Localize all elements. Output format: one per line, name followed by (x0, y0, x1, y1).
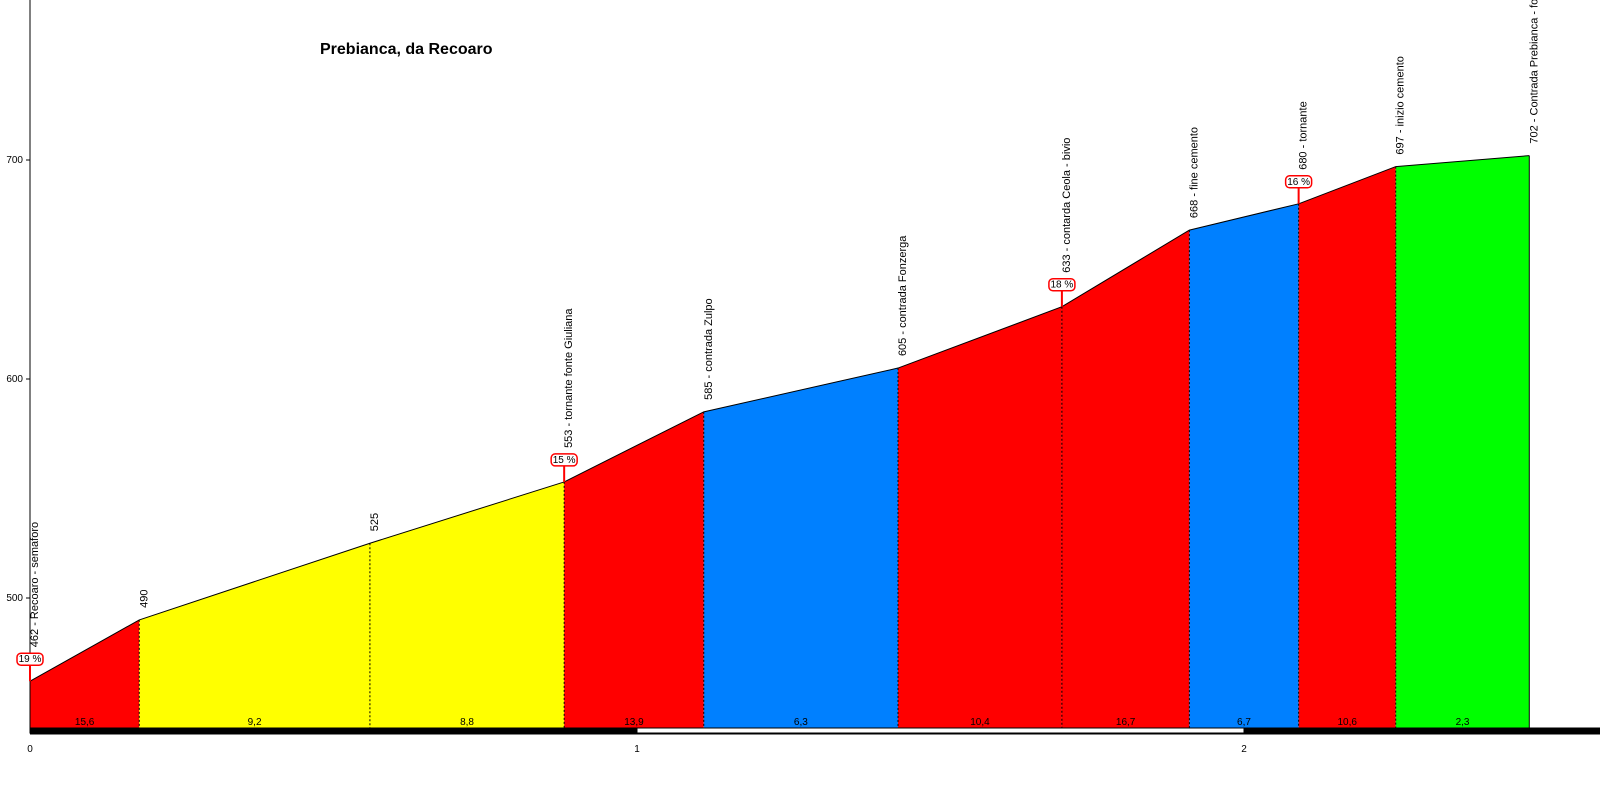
badge-box (16, 652, 44, 666)
waypoint-label: 680 - tornante (1298, 101, 1310, 170)
segment-gradient-label: 10,4 (970, 717, 990, 728)
segment-gradient-labels: 15,6 9,2 8,8 13,9 6,3 10,4 16,7 6,7 10,6 2,3 (75, 717, 1470, 728)
badge-box (550, 453, 578, 467)
waypoint-label: 553 - tornante fonte Giuliana (563, 308, 575, 448)
segment-dividers (29, 155, 1530, 728)
segment-area (703, 368, 899, 728)
waypoint-label: 490 (138, 590, 150, 608)
segment-area (1395, 155, 1530, 728)
profile-line-group (29, 155, 1530, 682)
segment-area (30, 619, 140, 728)
badge-label: 15 % (553, 455, 576, 466)
x-tick-label: 1 (634, 744, 640, 755)
distance-bar-block (636, 727, 1245, 734)
badge-box (1284, 175, 1313, 189)
waypoint-label: 605 - contrada Fonzerga (897, 235, 909, 356)
segment-area (898, 306, 1062, 728)
distance-bar (29, 727, 1600, 735)
segment-gradient-label: 15,6 (75, 717, 95, 728)
y-tick-label: 700 (6, 155, 23, 166)
segment-area (1298, 166, 1396, 728)
x-ticks: 0 1 2 (27, 744, 1247, 755)
segment-gradient-label: 16,7 (1116, 717, 1136, 728)
segment-gradient-label: 8,8 (460, 717, 474, 728)
waypoint-label: 697 - inizio cemento (1395, 56, 1407, 154)
max-gradient-badges: 19 % 15 % 18 % 16 % (16, 175, 1313, 682)
waypoint-label: 462 - Recoaro - semaforo (29, 522, 41, 647)
distance-bar-block (29, 727, 638, 734)
waypoint-label: 633 - contarda Ceola - bivio (1061, 138, 1073, 273)
segment-gradient-label: 9,2 (248, 717, 262, 728)
x-tick-label: 2 (1241, 744, 1247, 755)
badge-label: 18 % (1051, 280, 1074, 291)
segment-gradient-label: 2,3 (1456, 717, 1470, 728)
y-ticks: 500 600 700 (6, 155, 30, 604)
segment-gradient-label: 6,3 (794, 717, 808, 728)
waypoint-label: 525 (369, 513, 381, 531)
segment-areas (30, 155, 1530, 729)
segment-area (369, 481, 565, 728)
segment-area (1061, 230, 1190, 728)
chart-title: Prebianca, da Recoaro (320, 41, 493, 58)
badge-box (1048, 277, 1076, 292)
distance-bar-block (1243, 727, 1600, 734)
segment-area (564, 411, 704, 728)
segment-area (139, 543, 370, 728)
segment-gradient-label: 10,6 (1337, 717, 1357, 728)
badge-label: 19 % (19, 654, 42, 665)
x-tick-label: 0 (27, 744, 33, 755)
y-tick-label: 500 (6, 593, 23, 604)
y-tick-label: 600 (6, 374, 23, 385)
profile-line (29, 155, 1530, 682)
waypoint-label: 585 - contrada Zulpo (703, 298, 715, 400)
badge-label: 16 % (1287, 177, 1310, 188)
waypoint-label: 702 - Contrada Prebianca - fontana (1528, 0, 1540, 144)
segment-area (1189, 203, 1299, 729)
waypoint-labels: 462 - Recoaro - semaforo 490 525 553 - torn… (29, 0, 1540, 647)
waypoint-label: 668 - fine cemento (1188, 127, 1200, 218)
segment-gradient-label: 6,7 (1237, 717, 1251, 728)
segment-gradient-label: 13,9 (624, 717, 644, 728)
